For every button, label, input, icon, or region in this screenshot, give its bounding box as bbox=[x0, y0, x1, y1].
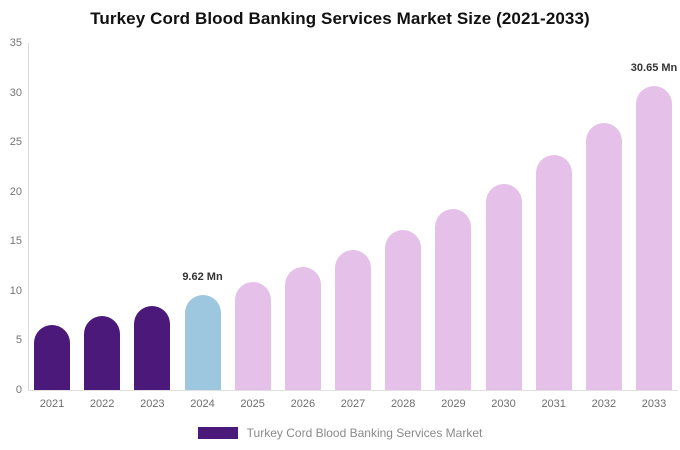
legend-label: Turkey Cord Blood Banking Services Marke… bbox=[246, 426, 483, 440]
bar-2032[interactable] bbox=[585, 123, 622, 390]
bar-value-label-2024: 9.62 Mn bbox=[182, 270, 223, 283]
bar-2028[interactable] bbox=[385, 230, 422, 390]
x-axis-tick-label: 2031 bbox=[541, 398, 566, 410]
bar-2021[interactable] bbox=[34, 325, 70, 390]
x-axis-line bbox=[28, 390, 678, 391]
chart-title: Turkey Cord Blood Banking Services Marke… bbox=[90, 9, 590, 28]
y-axis-line bbox=[28, 43, 29, 390]
bar-2031[interactable] bbox=[535, 155, 572, 390]
bar-2026[interactable] bbox=[284, 266, 321, 390]
x-axis-tick-label: 2023 bbox=[140, 398, 165, 410]
bar-2030[interactable] bbox=[485, 183, 522, 390]
y-axis-tick-label: 30 bbox=[9, 86, 22, 99]
y-axis-tick-label: 15 bbox=[9, 235, 22, 248]
x-axis-tick-label: 2025 bbox=[240, 398, 265, 410]
x-axis-tick-label: 2032 bbox=[591, 398, 617, 410]
x-axis-tick-label: 2028 bbox=[390, 398, 416, 410]
y-axis-tick-label: 10 bbox=[9, 284, 22, 297]
bar-2029[interactable] bbox=[435, 208, 472, 390]
y-axis-tick-label: 20 bbox=[9, 185, 22, 198]
bar-2022[interactable] bbox=[84, 316, 121, 390]
x-axis-tick-label: 2026 bbox=[290, 398, 316, 410]
x-axis-tick-label: 2021 bbox=[39, 398, 65, 410]
bar-2023[interactable] bbox=[134, 306, 171, 390]
bar-2027[interactable] bbox=[335, 249, 372, 390]
x-axis-tick-label: 2033 bbox=[641, 398, 667, 410]
y-axis-tick-label: 25 bbox=[9, 136, 22, 149]
x-axis-tick-label: 2029 bbox=[441, 398, 466, 410]
bar-value-label-2033: 30.65 Mn bbox=[630, 62, 678, 75]
x-axis-tick-label: 2027 bbox=[340, 398, 366, 410]
bar-2033[interactable] bbox=[636, 86, 673, 390]
x-axis-tick-label: 2030 bbox=[491, 398, 516, 410]
legend-item[interactable]: Turkey Cord Blood Banking Services Marke… bbox=[0, 426, 680, 440]
y-axis-tick-label: 5 bbox=[15, 334, 22, 347]
legend-swatch bbox=[197, 427, 238, 439]
bar-2024[interactable] bbox=[184, 294, 221, 390]
bar-2025[interactable] bbox=[234, 281, 271, 390]
x-axis-tick-label: 2022 bbox=[89, 398, 115, 410]
x-axis-tick-label: 2024 bbox=[190, 398, 215, 410]
y-axis-tick-label: 0 bbox=[15, 384, 22, 396]
y-axis-tick-label: 35 bbox=[9, 37, 22, 49]
